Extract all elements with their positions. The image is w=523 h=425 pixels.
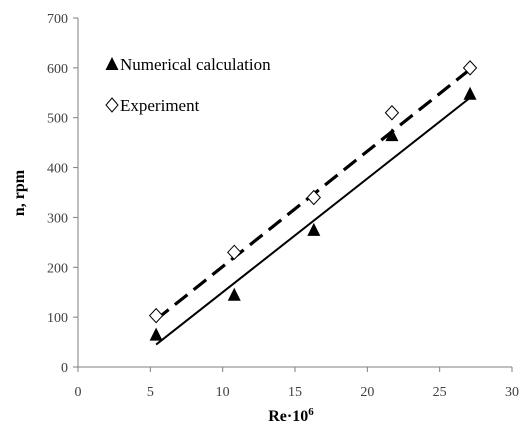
trendlines — [155, 68, 472, 346]
y-tick-label: 400 — [47, 162, 68, 177]
x-tick-label: 15 — [288, 385, 302, 400]
data-point-triangle — [385, 128, 399, 142]
y-tick-label: 0 — [61, 361, 68, 376]
y-tick-label: 700 — [47, 12, 68, 27]
x-axis-title: Re·106 — [268, 406, 314, 425]
y-tick-labels: 0 100 200 300 400 500 600 700 — [47, 12, 78, 376]
legend: Numerical calculation Experiment — [105, 55, 271, 115]
trendline-series-0 — [155, 96, 471, 346]
data-point-triangle — [307, 222, 321, 236]
y-tick-label: 500 — [47, 112, 68, 127]
data-point-triangle — [463, 86, 477, 100]
data-point-diamond — [148, 307, 164, 324]
x-tick-label: 25 — [433, 385, 447, 400]
legend-label-numerical: Numerical calculation — [120, 55, 271, 74]
x-tick-labels: 0 5 10 15 20 25 30 — [75, 367, 519, 400]
x-tick-label: 10 — [216, 385, 230, 400]
x-tick-label: 30 — [505, 385, 519, 400]
x-tick-label: 5 — [147, 385, 154, 400]
x-tick-label: 0 — [75, 385, 82, 400]
data-point-triangle — [227, 287, 241, 301]
y-tick-label: 300 — [47, 211, 68, 226]
data-markers — [148, 60, 478, 341]
legend-triangle-marker — [105, 57, 119, 70]
x-tick-label: 20 — [360, 385, 374, 400]
y-tick-label: 100 — [47, 311, 68, 326]
data-point-diamond — [384, 104, 400, 121]
y-tick-label: 200 — [47, 261, 68, 276]
data-point-diamond — [306, 189, 321, 206]
legend-diamond-marker — [105, 97, 119, 113]
data-point-triangle — [149, 327, 163, 341]
legend-label-experiment: Experiment — [120, 96, 200, 115]
y-tick-label: 600 — [47, 62, 68, 77]
y-axis-title: n, rpm — [11, 169, 28, 216]
data-point-diamond — [462, 60, 478, 76]
data-point-diamond — [227, 244, 242, 261]
